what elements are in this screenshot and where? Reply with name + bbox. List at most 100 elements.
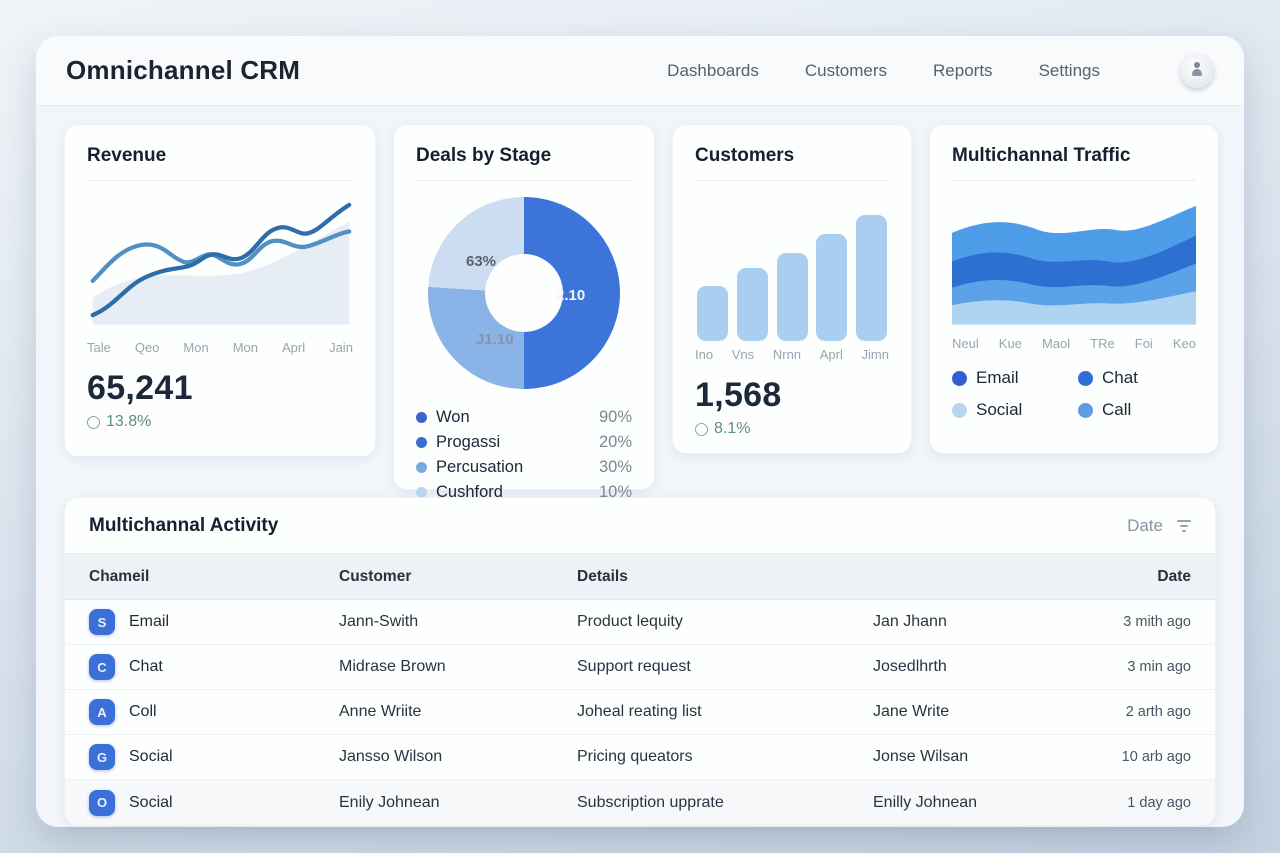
legend-label: Cushford	[436, 483, 503, 501]
nav-settings[interactable]: Settings	[1038, 60, 1100, 80]
x-tick: Jain	[329, 340, 353, 355]
x-tick: Mon	[183, 340, 209, 355]
x-tick: Ino	[695, 347, 714, 362]
legend-pct: 10%	[598, 483, 632, 501]
donut-wrap: 63% 2.10 J1.10	[416, 197, 632, 389]
revenue-value: 65,241	[87, 369, 193, 407]
legend-label: Email	[976, 368, 1019, 387]
activity-table-card: Multichannal Activity Date Chameil Custo…	[64, 497, 1216, 826]
legend-label: Won	[436, 408, 470, 426]
deals-card: Deals by Stage 63% 2.10 J1.10 Won 90% Pr…	[393, 124, 655, 501]
col-header-date: Date	[1157, 567, 1191, 585]
date-cell: 2 arth ago	[1125, 704, 1191, 720]
app-title: Omnichannel CRM	[66, 55, 301, 85]
x-tick: Foi	[1134, 336, 1153, 351]
date-filter-label: Date	[1127, 515, 1163, 535]
x-tick: Nrnn	[772, 347, 802, 362]
bar	[776, 253, 808, 341]
revenue-delta-value: 13.8%	[106, 413, 152, 430]
x-tick: Neul	[952, 336, 979, 351]
nav-reports[interactable]: Reports	[933, 60, 993, 80]
customers-delta-value: 8.1%	[714, 420, 751, 437]
date-cell: 10 arb ago	[1121, 749, 1191, 765]
filter-icon	[1177, 519, 1191, 532]
x-tick: Mon	[232, 340, 258, 355]
x-tick: Vns	[731, 347, 755, 362]
customers-card-title: Customers	[695, 145, 889, 181]
legend-label: Percusation	[436, 458, 524, 476]
table-row[interactable]: G Social Jansso Wilson Pricing queators …	[65, 735, 1215, 780]
customer-cell: Midrase Brown	[339, 658, 446, 675]
customer-cell: Jann-Swith	[339, 613, 419, 630]
revenue-delta: 13.8%	[87, 413, 353, 431]
customers-value: 1,568	[695, 376, 782, 414]
traffic-area-chart	[952, 205, 1196, 325]
nav-customers[interactable]: Customers	[804, 60, 888, 80]
details-cell: Product lequity	[577, 613, 683, 630]
revenue-card-title: Revenue	[87, 145, 353, 181]
legend-item-chat: Chat	[1078, 365, 1196, 391]
legend-label: Chat	[1102, 368, 1138, 387]
table-row[interactable]: A Coll Anne Wriite Joheal reating list J…	[65, 690, 1215, 735]
nav-dashboards[interactable]: Dashboards	[667, 60, 759, 80]
date-filter-button[interactable]: Date	[1127, 516, 1191, 536]
user-avatar[interactable]	[1180, 53, 1214, 88]
channel-name: Chat	[129, 658, 163, 675]
donut-slice-label: J1.10	[476, 331, 514, 348]
progassi-dot-icon	[416, 437, 427, 448]
legend-item-social: Social	[952, 397, 1070, 423]
traffic-legend: Email Chat Social Call	[952, 365, 1196, 423]
revenue-x-axis: Tale Qeo Mon Mon Aprl Jain	[87, 340, 353, 355]
social-channel-icon: O	[89, 789, 115, 816]
traffic-x-axis: Neul Kue Maol TRe Foi Keo	[952, 336, 1196, 351]
details-cell: Support request	[577, 658, 691, 675]
bar	[697, 286, 728, 341]
email-channel-icon: S	[89, 609, 115, 635]
legend-item-cushford: Cushford 10%	[416, 480, 632, 505]
date-cell: 1 day ago	[1127, 794, 1191, 811]
channel-name: Coll	[129, 703, 157, 720]
call-channel-icon: A	[89, 699, 115, 725]
person-cell: Jonse Wilsan	[873, 748, 969, 765]
legend-pct: 20%	[598, 433, 632, 451]
customer-cell: Enily Johnean	[339, 793, 440, 811]
cushford-dot-icon	[416, 487, 427, 498]
customers-card: Customers Ino Vns Nrnn Aprl Jimn 1,568 8…	[672, 124, 912, 454]
person-cell: Jan Jhann	[873, 613, 947, 630]
legend-label: Progassi	[436, 433, 501, 451]
details-cell: Pricing queators	[577, 748, 693, 765]
customer-cell: Anne Wriite	[339, 703, 422, 720]
customers-delta: 8.1%	[695, 420, 889, 438]
deals-card-title: Deals by Stage	[416, 145, 632, 181]
legend-item-progassi: Progassi 20%	[416, 430, 632, 455]
chat-channel-icon: C	[89, 654, 115, 680]
won-dot-icon	[416, 412, 427, 423]
donut-slice-label: 63%	[466, 253, 497, 270]
legend-label: Social	[976, 400, 1023, 419]
channel-name: Social	[129, 793, 173, 811]
donut-slice-label: 2.10	[556, 287, 586, 304]
trend-up-icon	[87, 415, 100, 429]
legend-item-email: Email	[952, 365, 1070, 391]
channel-cell: A Coll	[89, 699, 339, 725]
table-row[interactable]: C Chat Midrase Brown Support request Jos…	[65, 645, 1215, 690]
kpi-cards-row: Revenue Tale Qeo Mon Mon Aprl Jain 65,24…	[64, 124, 1219, 501]
person-cell: Josedlhrth	[873, 658, 947, 675]
x-tick: Keo	[1172, 336, 1196, 351]
trend-up-icon	[695, 422, 708, 436]
traffic-card-title: Multichannal Traffic	[952, 145, 1196, 181]
table-row[interactable]: S Email Jann-Swith Product lequity Jan J…	[65, 600, 1215, 645]
table-title: Multichannal Activity	[89, 514, 279, 536]
x-tick: Maol	[1041, 336, 1071, 351]
table-row[interactable]: O Social Enily Johnean Subscription uppr…	[65, 780, 1215, 825]
dashboard-panel: Omnichannel CRM Dashboards Customers Rep…	[36, 36, 1244, 827]
details-cell: Subscription upprate	[577, 793, 724, 811]
chat-dot-icon	[1078, 370, 1093, 386]
legend-item-won: Won 90%	[416, 405, 632, 430]
col-header-customer: Customer	[339, 567, 412, 585]
date-cell: 3 min ago	[1127, 659, 1191, 675]
details-cell: Joheal reating list	[577, 703, 702, 720]
person-cell: Enilly Johnean	[873, 793, 978, 811]
legend-item-percusation: Percusation 30%	[416, 455, 632, 480]
x-tick: Aprl	[819, 347, 843, 362]
